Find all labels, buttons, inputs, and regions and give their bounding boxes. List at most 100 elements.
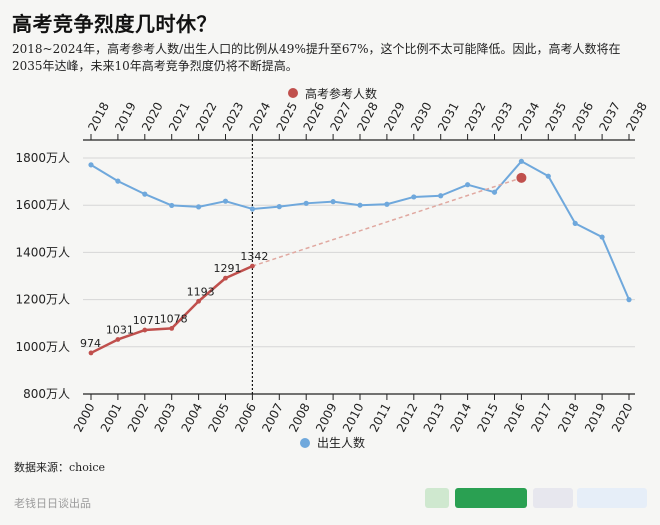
x-bottom-tick-label: 2016 — [501, 401, 528, 435]
x-bottom-tick-label: 2007 — [259, 401, 286, 435]
x-bottom-tick-label: 2011 — [367, 401, 394, 435]
peak-marker — [516, 172, 527, 183]
births-point — [518, 158, 525, 164]
births-point — [196, 204, 202, 210]
x-bottom-tick-label: 2002 — [125, 401, 152, 435]
births-point — [357, 202, 363, 208]
births-point — [545, 173, 551, 179]
projection-line — [252, 177, 522, 267]
exam-data-label: 1078 — [160, 312, 188, 325]
y-tick-label: 1200万人 — [15, 293, 70, 307]
x-top-tick-label: 2024 — [247, 100, 274, 134]
exam-point — [223, 275, 228, 281]
legend-births-label: 出生人数 — [317, 435, 365, 450]
births-point — [491, 189, 498, 195]
births-point — [599, 234, 605, 240]
x-top-tick-label: 2025 — [274, 100, 301, 134]
legend-births: 出生人数 — [300, 435, 365, 450]
legend-exam-takers: 高考参考人数 — [288, 86, 377, 101]
x-top-tick-label: 2018 — [85, 100, 112, 134]
births-point — [276, 204, 282, 210]
axes — [83, 139, 635, 395]
births-point — [115, 178, 121, 184]
exam-data-label: 1342 — [240, 250, 268, 263]
exam-data-label: 1193 — [187, 285, 215, 298]
y-tick-label: 1600万人 — [15, 198, 70, 212]
exam-point — [169, 325, 175, 331]
x-bottom-tick-label: 2001 — [98, 401, 125, 435]
exam-data-label: 974 — [80, 337, 101, 350]
x-bottom-tick-label: 2009 — [313, 401, 340, 435]
x-bottom-tick-label: 2004 — [179, 401, 206, 435]
legend-exam-dot — [288, 88, 298, 98]
legend-exam-label: 高考参考人数 — [305, 86, 377, 101]
x-top-tick-label: 2023 — [220, 100, 247, 134]
x-top-tick-label: 2021 — [166, 100, 193, 134]
exam-point — [88, 350, 94, 356]
x-top-tick-label: 2022 — [193, 100, 220, 134]
x-bottom-tick-label: 2015 — [474, 401, 501, 435]
app-badge — [533, 488, 573, 508]
x-top-tick-label: 2026 — [300, 100, 327, 134]
births-point — [303, 200, 309, 206]
births-point — [222, 198, 229, 204]
exam-point — [142, 327, 148, 333]
x-bottom-tick-label: 2013 — [421, 401, 448, 435]
y-tick-label: 1400万人 — [15, 245, 70, 259]
births-point — [626, 297, 632, 303]
y-tick-label: 800万人 — [23, 387, 70, 401]
x-bottom-tick-label: 2020 — [609, 401, 636, 435]
x-bottom-tick-label: 2005 — [205, 401, 232, 435]
x-bottom-tick-label: 2003 — [152, 401, 179, 435]
x-top-tick-label: 2028 — [354, 100, 381, 134]
births-point — [142, 191, 148, 197]
x-top-tick-label: 2035 — [543, 100, 570, 134]
x-bottom-tick-label: 2017 — [528, 401, 555, 435]
exam-data-label: 1031 — [106, 323, 134, 336]
births-point — [169, 202, 175, 209]
births-point — [411, 194, 417, 200]
chart-subtitle: 2018~2024年，高考参考人数/出生人口的比例从49%提升至67%，这个比例… — [12, 42, 621, 73]
legend-births-dot — [300, 438, 310, 448]
x-bottom-tick-label: 2000 — [71, 401, 98, 435]
x-bottom-tick-label: 2008 — [286, 401, 313, 435]
x-top-tick-label: 2032 — [462, 100, 489, 134]
births-point — [438, 193, 444, 199]
chart-title: 高考竞争烈度几时休？ — [12, 12, 217, 36]
births-point — [249, 206, 255, 212]
x-top-tick-label: 2037 — [596, 100, 623, 134]
x-bottom-tick-label: 2010 — [340, 401, 367, 435]
exam-line — [90, 264, 253, 355]
x-top-tick-label: 2031 — [435, 100, 462, 134]
producer-credit: 老钱日日谈出品 — [14, 497, 91, 510]
x-top-tick-label: 2033 — [489, 100, 516, 134]
y-tick-label: 1800万人 — [15, 151, 70, 165]
x-top-tick-label: 2027 — [327, 100, 354, 134]
x-top-tick-label: 2020 — [139, 100, 166, 134]
births-point — [384, 201, 390, 207]
x-top-tick-label: 2019 — [112, 100, 139, 134]
births-point — [330, 199, 336, 205]
births-point — [572, 220, 578, 226]
x-axis-bottom-labels: 2000 2001 2002 2003 2004 2005 2006 2007 2008 2009… — [71, 394, 636, 434]
births-point — [465, 182, 471, 188]
info-badge — [577, 488, 647, 508]
x-top-tick-label: 2034 — [516, 100, 543, 134]
x-top-tick-label: 2029 — [381, 100, 408, 134]
x-top-tick-label: 2036 — [569, 100, 596, 134]
exam-point — [196, 298, 202, 304]
x-bottom-tick-label: 2006 — [232, 401, 259, 435]
x-top-tick-label: 2038 — [623, 100, 650, 134]
data-source-note: 数据来源：choice — [14, 461, 106, 474]
x-bottom-tick-label: 2018 — [555, 401, 582, 435]
x-axis-top-labels: 2018 2019 2020 2021 2022 2023 2024 2025 2026 2027… — [85, 100, 650, 140]
exam-point — [115, 337, 121, 342]
x-bottom-tick-label: 2012 — [394, 401, 421, 435]
x-bottom-tick-label: 2014 — [448, 401, 475, 435]
social-badges — [425, 488, 647, 508]
births-point — [88, 162, 94, 168]
x-top-tick-label: 2030 — [408, 100, 435, 134]
x-bottom-tick-label: 2019 — [582, 401, 609, 435]
